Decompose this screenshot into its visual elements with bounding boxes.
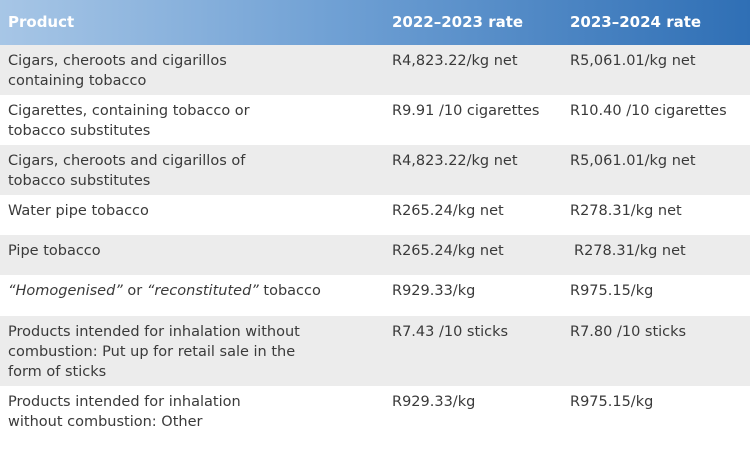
product-quote: “Homogenised” bbox=[8, 283, 123, 299]
product-cell: Cigars, cheroots and cigarillos containi… bbox=[8, 51, 338, 91]
product-line: Products intended for inhalation bbox=[8, 394, 241, 410]
rate-2022-2023-cell: R929.33/kg bbox=[392, 394, 476, 410]
product-line: Products intended for inhalation without bbox=[8, 324, 300, 340]
product-connector: or bbox=[122, 283, 147, 299]
product-cell: Cigarettes, containing tobacco or tobacc… bbox=[8, 101, 338, 141]
rate-2023-2024-cell: R5,061.01/kg net bbox=[570, 153, 696, 169]
product-line: without combustion: Other bbox=[8, 414, 203, 430]
rate-2022-2023-cell: R265.24/kg net bbox=[392, 243, 504, 259]
product-line: containing tobacco bbox=[8, 73, 147, 89]
rate-2022-2023-cell: R4,823.22/kg net bbox=[392, 53, 518, 69]
header-rate-2023-2024: 2023–2024 rate bbox=[570, 13, 702, 31]
product-tail: tobacco bbox=[258, 283, 321, 299]
product-line: tobacco substitutes bbox=[8, 173, 151, 189]
rate-2023-2024-cell: R975.15/kg bbox=[570, 394, 654, 410]
product-line: tobacco substitutes bbox=[8, 123, 151, 139]
product-line: form of sticks bbox=[8, 364, 107, 380]
table-row: Water pipe tobacco R265.24/kg net R278.3… bbox=[0, 195, 750, 235]
rate-2023-2024-cell: R5,061.01/kg net bbox=[570, 53, 696, 69]
product-cell: Water pipe tobacco bbox=[8, 203, 149, 219]
table-header: Product 2022–2023 rate 2023–2024 rate bbox=[0, 0, 750, 45]
table-row: Products intended for inhalation without… bbox=[0, 316, 750, 386]
rate-2023-2024-cell: R278.31/kg net bbox=[570, 203, 682, 219]
table-row: Pipe tobacco R265.24/kg net R278.31/kg n… bbox=[0, 235, 750, 275]
product-line: Cigars, cheroots and cigarillos bbox=[8, 53, 227, 69]
table-row: Products intended for inhalation without… bbox=[0, 386, 750, 437]
product-cell: “Homogenised” or “reconstituted” tobacco bbox=[8, 281, 338, 301]
table-row: Cigars, cheroots and cigarillos of tobac… bbox=[0, 145, 750, 195]
rate-2023-2024-cell: R10.40 /10 cigarettes bbox=[570, 103, 727, 119]
rate-2022-2023-cell: R929.33/kg bbox=[392, 283, 476, 299]
table-row: Cigars, cheroots and cigarillos containi… bbox=[0, 45, 750, 95]
rate-2023-2024-cell: R278.31/kg net bbox=[574, 243, 686, 259]
rate-2022-2023-cell: R265.24/kg net bbox=[392, 203, 504, 219]
rate-2022-2023-cell: R7.43 /10 sticks bbox=[392, 324, 509, 340]
product-line: Cigarettes, containing tobacco or bbox=[8, 103, 250, 119]
product-line: Cigars, cheroots and cigarillos of bbox=[8, 153, 246, 169]
rate-2022-2023-cell: R4,823.22/kg net bbox=[392, 153, 518, 169]
table-row: “Homogenised” or “reconstituted” tobacco… bbox=[0, 275, 750, 316]
product-cell: Cigars, cheroots and cigarillos of tobac… bbox=[8, 151, 338, 191]
product-line: combustion: Put up for retail sale in th… bbox=[8, 344, 296, 360]
rate-2023-2024-cell: R7.80 /10 sticks bbox=[570, 324, 687, 340]
product-cell: Pipe tobacco bbox=[8, 243, 101, 259]
rate-2022-2023-cell: R9.91 /10 cigarettes bbox=[392, 103, 540, 119]
product-quote: “reconstituted” bbox=[146, 283, 259, 299]
header-product: Product bbox=[8, 13, 75, 31]
table-row: Cigarettes, containing tobacco or tobacc… bbox=[0, 95, 750, 145]
rate-2023-2024-cell: R975.15/kg bbox=[570, 283, 654, 299]
product-cell: Products intended for inhalation without… bbox=[8, 392, 338, 432]
header-rate-2022-2023: 2022–2023 rate bbox=[392, 13, 524, 31]
product-cell: Products intended for inhalation without… bbox=[8, 322, 338, 382]
